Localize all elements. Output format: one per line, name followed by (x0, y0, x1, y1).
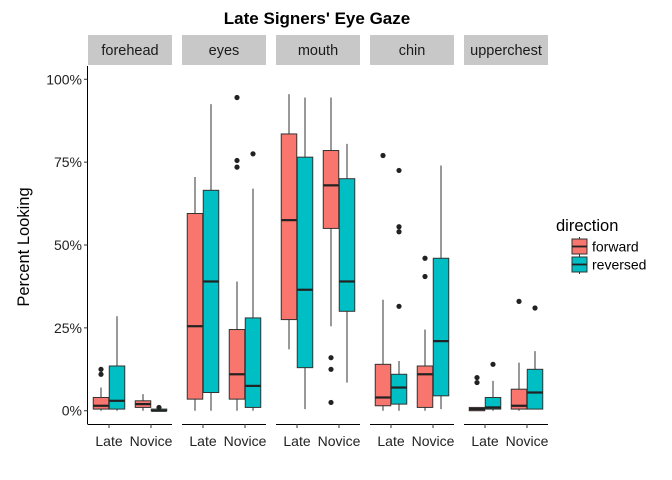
facet-strip-eyes (182, 35, 266, 65)
outlier-point (474, 379, 480, 386)
x-tick-label: Novice (412, 433, 455, 449)
x-tick-label: Novice (224, 433, 267, 449)
legend: direction forward reversed (556, 217, 646, 274)
legend-key-reversed: reversed (571, 255, 646, 274)
facet-panel-eyes: eyes Late Novice (182, 35, 267, 449)
box-iqr (432, 257, 450, 397)
box-novice-forward (416, 255, 434, 411)
outlier-point (98, 371, 104, 377)
box-novice-forward (322, 97, 340, 406)
chart-title: Late Signers' Eye Gaze (224, 9, 410, 28)
box-iqr (92, 396, 110, 410)
outlier-point (234, 164, 240, 170)
box-iqr (374, 363, 392, 407)
outlier-point (516, 298, 522, 304)
box-novice-forward (510, 298, 528, 411)
box-novice-forward (228, 94, 246, 411)
box-late-forward (374, 152, 392, 411)
box-late-reversed (484, 361, 502, 411)
box-iqr (484, 396, 502, 410)
outlier-point (234, 157, 240, 164)
facet-panel-forehead: forehead Late Novice (88, 35, 173, 449)
box-iqr (338, 178, 356, 312)
y-tick-label: 75% (54, 154, 82, 170)
outlier-point (380, 152, 386, 159)
box-late-forward (468, 374, 486, 412)
facet-panel-mouth: mouth Late Novice (276, 35, 361, 449)
y-tick-label: 25% (54, 320, 82, 336)
outlier-point (98, 366, 104, 372)
box-iqr (186, 213, 204, 400)
box-late-reversed (108, 316, 126, 411)
facet-label: mouth (298, 43, 338, 59)
x-tick-label: Novice (318, 433, 361, 449)
outlier-point (396, 167, 402, 174)
box-iqr (526, 368, 544, 410)
box-iqr (108, 365, 126, 410)
facet-label: upperchest (470, 43, 542, 59)
box-iqr (322, 150, 340, 229)
box-late-forward (92, 366, 110, 411)
y-tick-label: 0% (62, 403, 82, 419)
outlier-point (250, 151, 256, 157)
box-novice-reversed (526, 305, 544, 410)
outlier-point (396, 229, 402, 235)
y-axis-title: Percent Looking (15, 187, 33, 306)
box-late-forward (280, 94, 298, 350)
outlier-point (532, 305, 538, 311)
x-tick-label: Late (377, 433, 404, 449)
y-axis: 0% 25% 50% 75% 100% (46, 66, 88, 425)
y-tick-label: 100% (46, 71, 82, 87)
x-tick-label: Late (189, 433, 216, 449)
facet-strip-mouth (276, 35, 360, 65)
x-tick-label: Late (283, 433, 310, 449)
facet-strip-upperchest (464, 35, 548, 65)
x-tick-label: Late (471, 433, 498, 449)
y-tick-label: 50% (54, 237, 82, 253)
facet-strip-chin (370, 35, 454, 65)
outlier-point (490, 361, 496, 367)
facet-strip-forehead (88, 35, 172, 65)
facet-label: eyes (209, 43, 240, 59)
box-iqr (228, 329, 246, 400)
box-novice-reversed (150, 404, 168, 412)
box-iqr (296, 156, 314, 369)
outlier-point (474, 374, 480, 381)
box-late-reversed (296, 97, 314, 410)
outlier-point (328, 355, 334, 361)
box-novice-reversed (432, 165, 450, 410)
box-novice-forward (134, 394, 152, 411)
outlier-point (396, 224, 402, 230)
outlier-point (422, 255, 428, 261)
box-novice-reversed (244, 151, 262, 411)
outlier-point (156, 404, 162, 411)
facet-panels: forehead Late Novice eyes Late Novice mouth Lat… (88, 35, 549, 449)
facet-panel-upperchest: upperchest Late Novice (464, 35, 549, 449)
box-iqr (416, 365, 434, 408)
outlier-point (234, 94, 240, 101)
legend-title: direction (556, 217, 618, 235)
legend-label: forward (592, 239, 639, 255)
x-tick-label: Novice (130, 433, 173, 449)
legend-label: reversed (592, 257, 646, 273)
facet-label: chin (399, 43, 426, 59)
outlier-point (422, 273, 428, 280)
box-novice-reversed (338, 143, 356, 383)
box-iqr (280, 133, 298, 321)
box-iqr (390, 373, 408, 405)
outlier-point (396, 303, 402, 309)
box-iqr (202, 189, 220, 394)
facet-label: forehead (101, 43, 158, 59)
box-late-forward (186, 177, 204, 411)
outlier-point (328, 399, 334, 406)
outlier-point (328, 366, 334, 372)
facet-panel-chin: chin Late Novice (370, 35, 455, 449)
box-iqr (244, 317, 262, 408)
legend-key-forward: forward (571, 237, 639, 256)
x-tick-label: Novice (506, 433, 549, 449)
x-tick-label: Late (95, 433, 122, 449)
box-late-reversed (202, 104, 220, 411)
box-late-reversed (390, 167, 408, 411)
